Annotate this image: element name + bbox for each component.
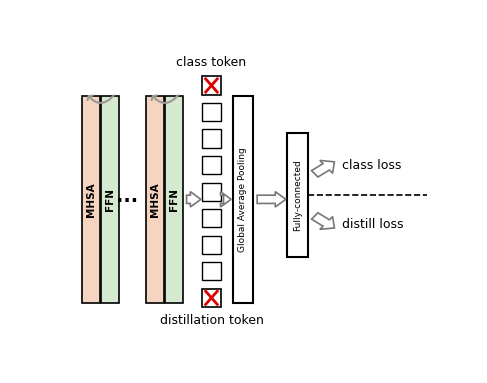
Text: Global Average Pooling: Global Average Pooling: [239, 147, 247, 252]
Bar: [203, 289, 221, 307]
Bar: [233, 96, 253, 303]
Polygon shape: [221, 192, 231, 207]
Bar: [203, 103, 221, 121]
Bar: [203, 129, 221, 148]
Bar: [203, 156, 221, 174]
Text: class loss: class loss: [342, 159, 401, 172]
Bar: [165, 96, 183, 303]
Bar: [287, 133, 308, 257]
Bar: [82, 96, 100, 303]
Polygon shape: [312, 213, 335, 229]
Polygon shape: [257, 192, 286, 207]
Text: FFN: FFN: [169, 188, 179, 211]
Bar: [203, 236, 221, 254]
Polygon shape: [187, 192, 201, 207]
Text: distill loss: distill loss: [342, 218, 404, 231]
Bar: [146, 96, 164, 303]
Text: MHSA: MHSA: [86, 182, 95, 217]
Text: distillation token: distillation token: [160, 314, 263, 327]
Bar: [203, 183, 221, 201]
Text: class token: class token: [176, 56, 246, 69]
Bar: [203, 76, 221, 95]
Polygon shape: [312, 160, 335, 177]
Text: FFN: FFN: [105, 188, 114, 211]
Text: ...: ...: [116, 187, 138, 206]
Bar: [100, 96, 119, 303]
Bar: [203, 262, 221, 280]
Text: Fully-connected: Fully-connected: [293, 159, 302, 231]
Bar: [203, 209, 221, 228]
Text: MHSA: MHSA: [150, 182, 160, 217]
